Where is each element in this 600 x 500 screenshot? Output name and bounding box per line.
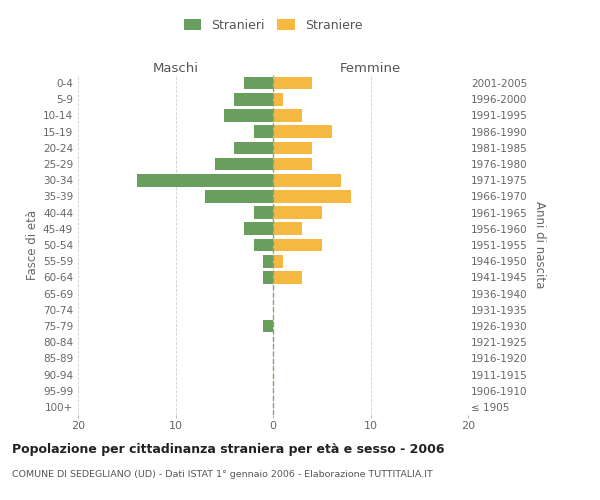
Bar xyxy=(273,190,351,202)
Bar xyxy=(263,255,273,268)
Bar xyxy=(205,190,273,202)
Bar xyxy=(273,77,312,90)
Bar xyxy=(263,271,273,283)
Bar xyxy=(273,142,312,154)
Y-axis label: Fasce di età: Fasce di età xyxy=(26,210,39,280)
Bar xyxy=(254,126,273,138)
Bar xyxy=(244,77,273,90)
Bar xyxy=(224,109,273,122)
Bar xyxy=(273,206,322,219)
Bar xyxy=(273,255,283,268)
Bar xyxy=(273,158,312,170)
Bar xyxy=(263,320,273,332)
Text: Popolazione per cittadinanza straniera per età e sesso - 2006: Popolazione per cittadinanza straniera p… xyxy=(12,442,445,456)
Bar xyxy=(234,142,273,154)
Text: Femmine: Femmine xyxy=(340,62,401,75)
Bar xyxy=(234,93,273,106)
Bar xyxy=(273,126,331,138)
Y-axis label: Anni di nascita: Anni di nascita xyxy=(533,202,546,288)
Bar xyxy=(273,109,302,122)
Bar xyxy=(273,93,283,106)
Bar xyxy=(273,174,341,186)
Bar xyxy=(273,271,302,283)
Bar xyxy=(254,206,273,219)
Legend: Stranieri, Straniere: Stranieri, Straniere xyxy=(184,18,362,32)
Bar xyxy=(273,222,302,235)
Bar xyxy=(254,238,273,252)
Text: Maschi: Maschi xyxy=(152,62,199,75)
Bar xyxy=(244,222,273,235)
Text: COMUNE DI SEDEGLIANO (UD) - Dati ISTAT 1° gennaio 2006 - Elaborazione TUTTITALIA: COMUNE DI SEDEGLIANO (UD) - Dati ISTAT 1… xyxy=(12,470,433,479)
Bar xyxy=(215,158,273,170)
Bar xyxy=(137,174,273,186)
Bar xyxy=(273,238,322,252)
